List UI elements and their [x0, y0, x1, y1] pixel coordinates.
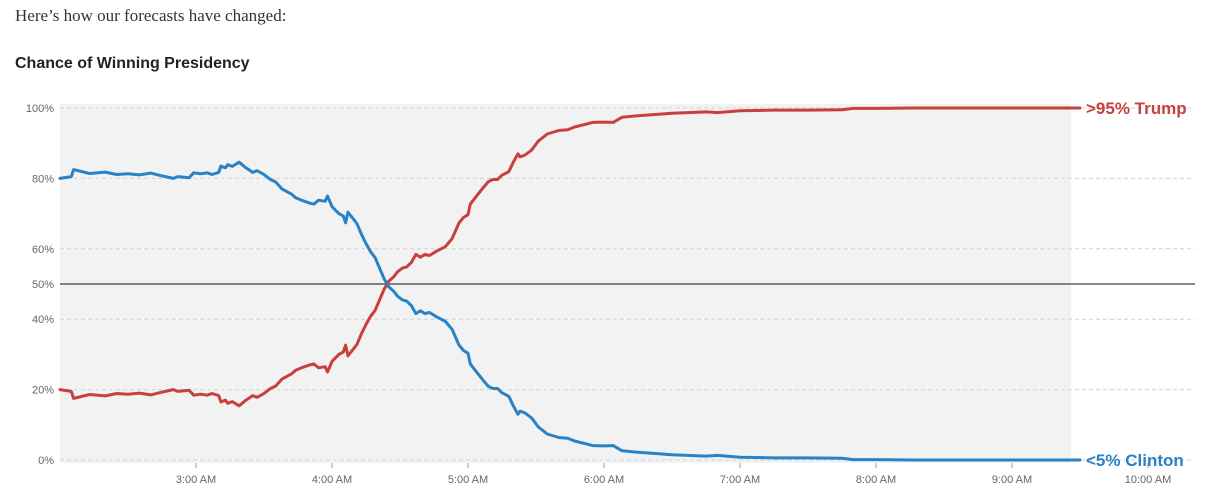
x-tick-label: 7:00 AM	[720, 474, 760, 486]
y-tick-label: 100%	[26, 103, 54, 115]
x-tick-label: 4:00 AM	[312, 474, 352, 486]
x-tick-label: 10:00 AM	[1125, 474, 1171, 486]
series-end-label-trump: >95% Trump	[1086, 99, 1187, 118]
chart-title: Chance of Winning Presidency	[15, 55, 250, 72]
x-tick-label: 3:00 AM	[176, 474, 216, 486]
series-line-trump	[58, 106, 1082, 408]
x-tick-label: 8:00 AM	[856, 474, 896, 486]
x-tick-label: 5:00 AM	[448, 474, 488, 486]
y-tick-label: 0%	[38, 455, 54, 467]
series-line-clinton	[58, 160, 1082, 462]
x-tick-label: 9:00 AM	[992, 474, 1032, 486]
y-tick-label: 20%	[32, 385, 54, 397]
y-tick-label: 40%	[32, 314, 54, 326]
y-tick-label: 60%	[32, 244, 54, 256]
y-tick-label: 80%	[32, 173, 54, 185]
x-tick-label: 6:00 AM	[584, 474, 624, 486]
series-end-label-clinton: <5% Clinton	[1086, 451, 1184, 470]
intro-text: Here’s how our forecasts have changed:	[15, 6, 287, 25]
y-tick-label: 50%	[32, 279, 54, 291]
